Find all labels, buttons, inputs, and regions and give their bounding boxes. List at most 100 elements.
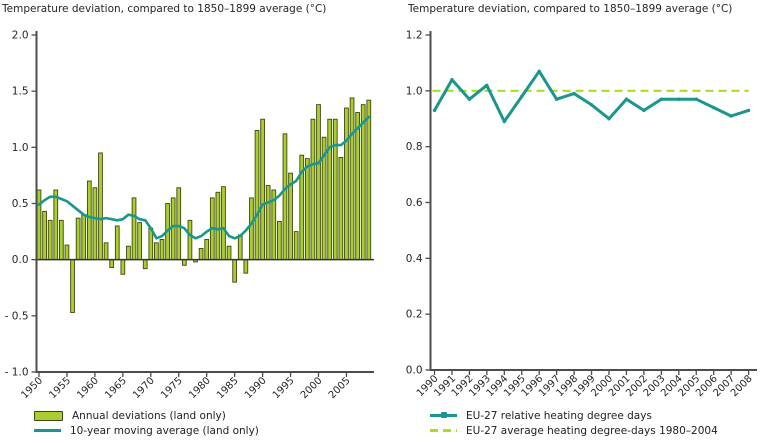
heating-degree-days-plot: 1.2 1.0 0.8 0.6 0.4 0.2 0.01990199119921993199… [406, 30, 757, 399]
annual-deviation-bar [59, 219, 64, 261]
y-tick-label: 1.5 [12, 86, 29, 98]
legend-item-average-hdd: EU-27 average heating degree-days 1980–2… [430, 423, 718, 438]
legend-label: Annual deviations (land only) [72, 409, 226, 422]
y-tick-label: 0.0 [406, 365, 423, 377]
data-point-marker [537, 69, 541, 74]
temperature-deviation-chart: Temperature deviation, compared to 1850–… [2, 3, 374, 437]
axes [35, 31, 374, 373]
annual-deviation-bar [327, 118, 333, 261]
x-tick-label: 1995 [271, 375, 297, 401]
moving-average-line [37, 115, 371, 240]
y-tick-label: 1.2 [406, 30, 423, 42]
x-tick-label: 1985 [215, 375, 241, 401]
annual-deviation-bar [187, 219, 193, 261]
legend-item-annual-deviations: Annual deviations (land only) [34, 408, 259, 423]
y-tick-label: - 1.0 [5, 367, 29, 379]
annual-deviation-bar [349, 97, 355, 261]
legend-label: EU-27 relative heating degree days [466, 409, 652, 422]
annual-deviation-bar [254, 130, 260, 261]
relative-hdd-line [433, 69, 751, 123]
y-tick-label: - 0.5 [5, 310, 29, 322]
annual-deviation-bar [181, 259, 187, 266]
annual-deviation-bar [154, 242, 159, 261]
annual-deviation-bar [249, 197, 254, 261]
data-point-marker [607, 117, 611, 121]
x-tick-label: 1950 [19, 375, 45, 401]
annual-deviation-bar [92, 187, 98, 261]
x-tick-label: 1955 [47, 375, 73, 401]
heating-degree-days-chart: Temperature deviation, compared to 1850–… [384, 0, 768, 443]
annual-deviation-bar [310, 118, 316, 261]
x-tick-label: 1990 [243, 375, 269, 401]
annual-deviation-bar [36, 189, 42, 261]
data-point-marker [589, 103, 594, 107]
dashed-line-swatch-icon [430, 429, 457, 432]
annual-deviation-bar [304, 158, 310, 261]
bar-swatch-icon [34, 410, 63, 421]
x-tick-label: 1975 [159, 375, 185, 401]
x-axis-ticks: 1990199119921993199419951996199719981999… [415, 370, 755, 399]
annual-deviation-bar [70, 259, 75, 313]
y-tick-label: 1.0 [12, 142, 29, 154]
annual-deviation-bar [142, 259, 148, 270]
annual-deviation-bar [277, 221, 282, 261]
x-axis-ticks: 1950 1955 1960 1965 1970 1975 1980 1985 1990 1995… [19, 372, 353, 401]
y-tick-label: 0.5 [12, 198, 29, 210]
annual-deviation-bar [221, 186, 226, 261]
annual-deviation-bar [293, 231, 299, 261]
annual-deviation-bar [98, 152, 103, 261]
x-tick-label: 1970 [131, 375, 157, 401]
annual-deviation-bar [120, 259, 126, 275]
data-point-marker [554, 97, 559, 101]
data-point-marker [659, 97, 664, 101]
data-point-marker [467, 97, 472, 101]
y-tick-label: 1.0 [406, 85, 423, 97]
annual-deviation-bar [86, 180, 92, 261]
annual-deviation-bar [198, 247, 204, 261]
annual-deviation-bar [316, 104, 321, 261]
annual-deviation-bar [126, 245, 131, 261]
legend-label: EU-27 average heating degree-days 1980–2… [466, 424, 718, 437]
annual-deviation-bar [232, 259, 237, 283]
y-tick-label: 2.0 [12, 30, 29, 42]
data-point-marker [485, 83, 489, 88]
annual-deviation-bar [366, 99, 372, 261]
annual-deviation-bar [226, 245, 232, 261]
data-point-marker [520, 94, 524, 99]
legend-label: 10-year moving average (land only) [70, 424, 259, 437]
annual-deviation-bar [332, 118, 338, 261]
annual-deviation-bar [114, 225, 120, 261]
annual-deviation-bar [131, 197, 137, 261]
data-point-marker [624, 97, 629, 101]
y-tick-label: 0.4 [406, 253, 423, 265]
annual-deviation-bar [204, 238, 210, 261]
y-axis-ticks: 2.0 1.5 1.0 0.5 0.0 - 0.5 - 1.0 [5, 30, 37, 379]
data-point-marker [642, 108, 646, 113]
data-point-marker [572, 91, 576, 96]
y-axis-ticks: 1.2 1.0 0.8 0.6 0.4 0.2 0.0 [406, 30, 431, 377]
x-tick-label: 1965 [103, 375, 129, 401]
annual-deviation-bar [159, 238, 165, 261]
relative-hdd-markers [432, 69, 751, 124]
data-point-marker [432, 108, 437, 113]
annual-deviation-bars [36, 97, 372, 313]
annual-deviation-bar [260, 118, 265, 261]
annual-deviation-bar [344, 107, 349, 261]
data-point-marker [450, 78, 454, 82]
data-point-marker [712, 105, 716, 110]
annual-deviation-bar [75, 217, 81, 261]
marker-icon [441, 412, 447, 418]
data-point-marker [694, 97, 698, 101]
legend: EU-27 relative heating degree days EU-27… [430, 408, 718, 438]
annual-deviation-bar [103, 242, 109, 261]
annual-deviation-bar [42, 210, 47, 261]
y-tick-label: 0.0 [12, 254, 29, 266]
annual-deviation-bar [215, 191, 221, 261]
line-swatch-icon [34, 429, 61, 432]
annual-deviation-bar [338, 156, 344, 261]
annual-deviation-bar [47, 219, 53, 261]
chart-title: Temperature deviation, compared to 1850–… [2, 3, 327, 15]
annual-deviation-bar [243, 259, 249, 274]
